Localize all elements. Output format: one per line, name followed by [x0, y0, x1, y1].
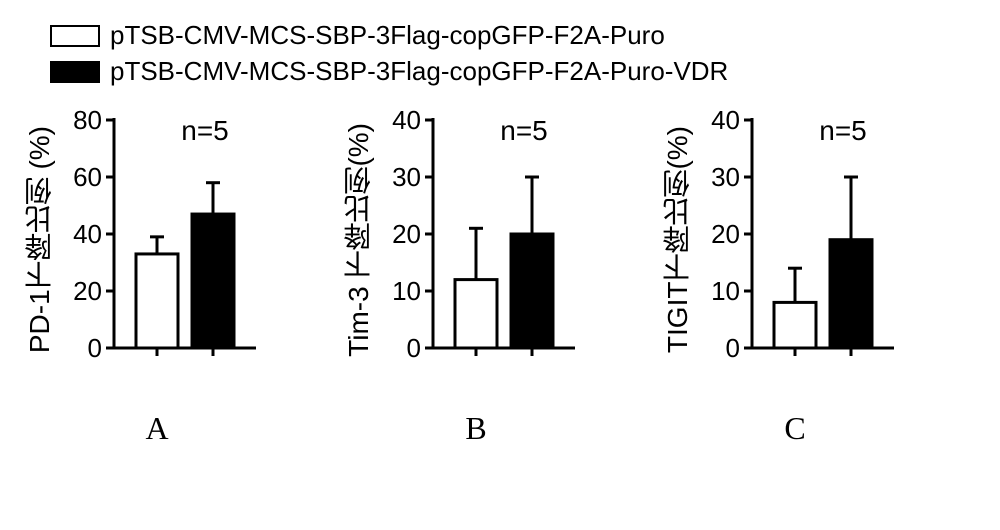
svg-text:n=5: n=5: [819, 115, 867, 146]
bar-chart: 0 10 20 30 40 n=5: [702, 110, 932, 370]
legend-item: pTSB-CMV-MCS-SBP-3Flag-copGFP-F2A-Puro-V…: [50, 56, 728, 87]
svg-text:40: 40: [392, 110, 421, 135]
svg-text:80: 80: [73, 110, 102, 135]
panel-letter: C: [784, 410, 805, 447]
svg-text:0: 0: [726, 333, 740, 363]
svg-text:0: 0: [88, 333, 102, 363]
svg-text:10: 10: [392, 276, 421, 306]
svg-text:20: 20: [392, 219, 421, 249]
svg-text:20: 20: [73, 276, 102, 306]
svg-text:n=5: n=5: [500, 115, 548, 146]
legend-label: pTSB-CMV-MCS-SBP-3Flag-copGFP-F2A-Puro-V…: [110, 56, 728, 87]
svg-text:40: 40: [73, 219, 102, 249]
panel-letter: A: [145, 410, 168, 447]
panel-C: TIGIT下降比例(%) 0 10 20 30 40 n=5 C: [658, 110, 932, 447]
legend-item: pTSB-CMV-MCS-SBP-3Flag-copGFP-F2A-Puro: [50, 20, 728, 51]
y-axis-label: Tim-3 下降比例(%): [339, 123, 379, 357]
svg-text:20: 20: [711, 219, 740, 249]
svg-text:30: 30: [392, 162, 421, 192]
y-axis-label: PD-1下降比例 (%): [20, 126, 60, 353]
y-axis-label: TIGIT下降比例(%): [658, 126, 698, 353]
bar-chart: 0 20 40 60 80 n=5: [64, 110, 294, 370]
svg-text:10: 10: [711, 276, 740, 306]
svg-text:n=5: n=5: [181, 115, 229, 146]
svg-text:30: 30: [711, 162, 740, 192]
svg-text:60: 60: [73, 162, 102, 192]
charts-row: PD-1下降比例 (%) 0 20 40 60 80 n=5 A Tim-3 下降比例(%…: [20, 110, 932, 447]
legend-label: pTSB-CMV-MCS-SBP-3Flag-copGFP-F2A-Puro: [110, 20, 665, 51]
svg-text:0: 0: [407, 333, 421, 363]
bar-chart: 0 10 20 30 40 n=5: [383, 110, 613, 370]
legend: pTSB-CMV-MCS-SBP-3Flag-copGFP-F2A-Puro p…: [50, 20, 728, 87]
legend-swatch: [50, 25, 100, 47]
svg-text:40: 40: [711, 110, 740, 135]
legend-swatch: [50, 61, 100, 83]
panel-letter: B: [465, 410, 486, 447]
panel-A: PD-1下降比例 (%) 0 20 40 60 80 n=5 A: [20, 110, 294, 447]
panel-B: Tim-3 下降比例(%) 0 10 20 30 40 n=5 B: [339, 110, 613, 447]
